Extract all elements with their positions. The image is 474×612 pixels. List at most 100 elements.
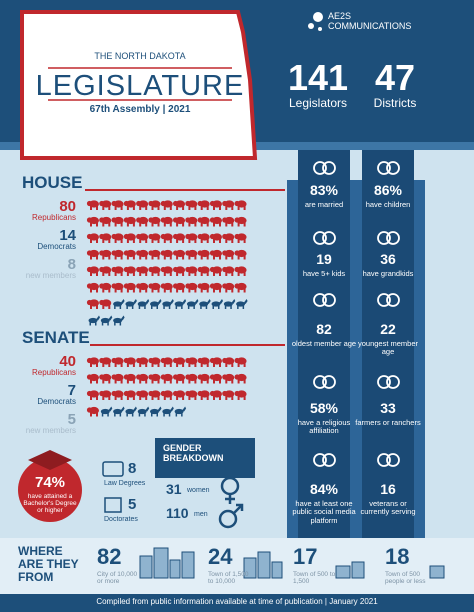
- donkey-icon: [162, 299, 174, 309]
- icon-part: [151, 396, 154, 400]
- icon-part: [96, 305, 98, 309]
- icon-part: [209, 233, 216, 240]
- icon-part: [219, 299, 223, 304]
- elephant-icon: [197, 200, 210, 210]
- elephant-icon: [148, 200, 161, 210]
- fact-value: 36: [380, 251, 396, 267]
- icon-part: [219, 379, 221, 384]
- icon-part: [99, 233, 105, 240]
- icon-part: [86, 217, 93, 223]
- icon-part: [111, 233, 117, 240]
- origin-label: Town of 500 people or less: [385, 571, 426, 586]
- elephant-icon: [209, 373, 222, 384]
- icon-part: [218, 305, 220, 309]
- elephant-icon: [197, 282, 210, 293]
- town-icons: [139, 547, 445, 579]
- icon-part: [96, 363, 98, 367]
- icon-part: [157, 406, 162, 412]
- icon-part: [86, 407, 93, 413]
- fact-label: have children: [365, 200, 411, 209]
- icon-part: [194, 396, 197, 400]
- icon-part: [231, 272, 234, 276]
- donkey-icon: [113, 315, 125, 326]
- icon-part: [222, 250, 228, 256]
- icon-part: [322, 453, 336, 467]
- icon-part: [157, 206, 160, 210]
- icon-part: [132, 406, 137, 412]
- count-value: 40: [59, 353, 76, 370]
- icon-part: [222, 200, 228, 207]
- icon-part: [136, 390, 142, 397]
- elephant-icon: [136, 200, 149, 210]
- elephant-icon: [99, 299, 112, 309]
- icon-part: [120, 379, 123, 384]
- icon-part: [234, 390, 240, 397]
- icon-part: [225, 206, 228, 210]
- icon-part: [237, 396, 240, 400]
- elephant-icon: [86, 373, 99, 384]
- icon-part: [234, 233, 240, 240]
- icon-part: [185, 390, 191, 397]
- count-label: new members: [25, 271, 76, 280]
- fact-value: 19: [316, 251, 332, 267]
- icon-part: [322, 293, 336, 307]
- icon-part: [108, 222, 111, 227]
- icon-part: [99, 390, 105, 397]
- elephant-icon: [234, 249, 247, 260]
- elephant-icon: [222, 357, 235, 367]
- elephant-icon: [123, 233, 136, 243]
- icon-part: [86, 299, 93, 306]
- elephant-icon: [173, 390, 186, 400]
- icon-part: [136, 266, 142, 273]
- icon-part: [230, 305, 232, 309]
- icon-part: [132, 272, 135, 276]
- icon-part: [96, 379, 98, 384]
- icon-part: [148, 266, 154, 273]
- origin-value: 24: [208, 544, 233, 569]
- icon-part: [145, 363, 148, 367]
- icon-part: [237, 255, 240, 260]
- elephant-icon: [86, 216, 99, 227]
- elephant-icon: [185, 249, 198, 260]
- women-value: 31: [166, 481, 182, 497]
- pillar: [298, 150, 350, 540]
- icon-part: [213, 288, 215, 293]
- icon-part: [157, 255, 160, 260]
- origin-label: Town of 500 to 1,500: [293, 571, 336, 586]
- elephant-icon: [173, 233, 186, 243]
- icon-part: [101, 412, 104, 417]
- elephant-icon: [160, 216, 173, 227]
- icon-part: [185, 250, 191, 256]
- icon-part: [377, 161, 391, 175]
- elephant-icon: [209, 282, 222, 293]
- icon-part: [132, 396, 135, 400]
- icon-part: [237, 379, 240, 384]
- icon-part: [145, 206, 148, 210]
- icon-part: [200, 379, 203, 384]
- elephant-icon: [86, 299, 99, 309]
- icon-part: [114, 222, 117, 227]
- icon-part: [231, 396, 234, 400]
- fact-icon: [313, 293, 336, 307]
- icon-part: [243, 239, 246, 243]
- icon-part: [194, 363, 197, 367]
- icon-part: [108, 379, 111, 384]
- icon-part: [119, 321, 122, 326]
- icon-part: [90, 412, 92, 417]
- doctorates-value: 5: [128, 496, 137, 513]
- icon-part: [151, 255, 154, 260]
- fact-label: have grandkids: [362, 269, 414, 278]
- fact-icon: [313, 231, 336, 245]
- icon-part: [386, 453, 400, 467]
- elephant-icon: [136, 249, 149, 260]
- icon-part: [163, 272, 166, 276]
- icon-part: [126, 239, 129, 243]
- icon-part: [120, 406, 125, 412]
- icon-part: [176, 272, 179, 276]
- elephant-icon: [123, 357, 136, 367]
- icon-part: [194, 255, 197, 260]
- icon-part: [126, 412, 128, 417]
- icon-part: [182, 396, 185, 400]
- icon-part: [231, 255, 234, 260]
- icon-part: [163, 379, 166, 384]
